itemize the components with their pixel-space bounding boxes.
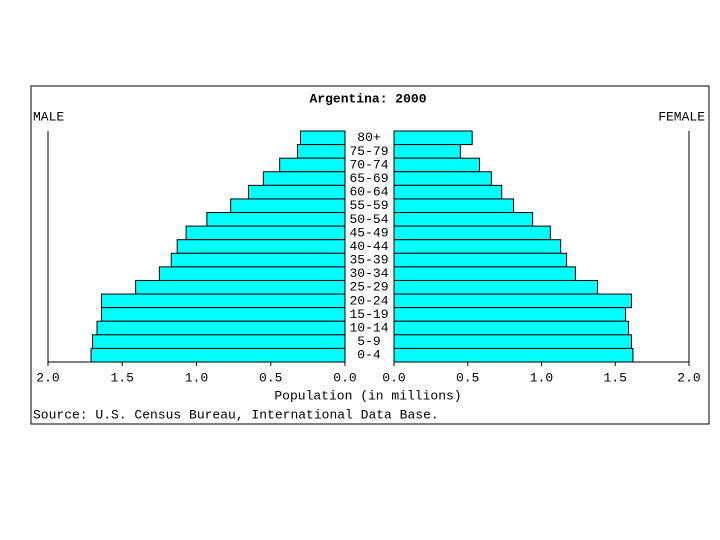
x-tick-label: 1.5 — [111, 370, 134, 385]
male-bar — [185, 225, 346, 241]
male-bar — [96, 320, 346, 336]
age-group-label: 45-49 — [349, 225, 388, 240]
age-group-label: 25-29 — [349, 280, 388, 295]
male-bar — [262, 171, 346, 186]
female-bar — [393, 279, 599, 295]
male-bar — [296, 144, 346, 159]
female-bar — [393, 212, 534, 227]
x-tick-label: 1.0 — [530, 370, 553, 385]
x-tick-label: 0.5 — [259, 370, 282, 385]
age-group-label: 70-74 — [349, 157, 388, 172]
x-tick-label: 1.0 — [185, 370, 208, 385]
age-group-label: 20-24 — [349, 293, 388, 308]
female-bar — [393, 266, 576, 281]
x-tick-label: 2.0 — [677, 370, 700, 385]
chart-frame — [30, 85, 710, 425]
x-tick-label: 0.0 — [382, 370, 405, 385]
male-bar — [279, 157, 346, 173]
female-bar — [393, 307, 627, 322]
female-bar — [393, 347, 634, 363]
source-note: Source: U.S. Census Bureau, Internationa… — [33, 407, 439, 422]
age-group-label: 55-59 — [349, 198, 388, 213]
male-bar — [299, 130, 346, 146]
female-bar — [393, 144, 461, 159]
age-group-label: 80+ — [357, 130, 381, 145]
female-bar — [393, 334, 632, 349]
left-label: MALE — [33, 109, 64, 124]
male-bar — [158, 266, 346, 281]
male-bar — [170, 252, 346, 268]
male-bar — [92, 334, 346, 349]
age-group-label: 5-9 — [357, 334, 380, 349]
age-group-label: 10-14 — [349, 320, 388, 335]
right-label: FEMALE — [658, 109, 705, 124]
female-bar — [393, 171, 492, 186]
female-bar — [393, 293, 632, 309]
age-group-label: 0-4 — [357, 348, 381, 363]
female-bar — [393, 239, 562, 254]
age-group-label: 30-34 — [349, 266, 388, 281]
female-bar — [393, 130, 473, 146]
x-tick-label: 2.0 — [36, 370, 59, 385]
age-group-label: 65-69 — [349, 171, 388, 186]
age-group-label: 50-54 — [349, 212, 388, 227]
x-tick-label: 0.5 — [456, 370, 479, 385]
x-tick-label: 1.5 — [604, 370, 627, 385]
male-bar — [230, 198, 346, 214]
male-bar — [135, 279, 346, 295]
chart-title: Argentina: 2000 — [309, 91, 426, 106]
x-tick-label: 0.0 — [333, 370, 356, 385]
male-bar — [176, 239, 346, 254]
female-bar — [393, 320, 630, 336]
male-bar — [100, 307, 346, 322]
male-bar — [247, 184, 346, 200]
male-bar — [100, 293, 346, 309]
male-bar — [90, 347, 346, 363]
female-bar — [393, 184, 503, 200]
age-group-label: 75-79 — [349, 144, 388, 159]
age-group-label: 40-44 — [349, 239, 388, 254]
female-bar — [393, 252, 568, 268]
age-group-label: 60-64 — [349, 185, 388, 200]
male-bar — [206, 212, 346, 227]
female-bar — [393, 198, 514, 214]
female-bar — [393, 225, 551, 241]
female-bar — [393, 157, 481, 173]
age-group-label: 15-19 — [349, 307, 388, 322]
age-group-label: 35-39 — [349, 253, 388, 268]
x-axis-label: Population (in millions) — [274, 388, 461, 403]
